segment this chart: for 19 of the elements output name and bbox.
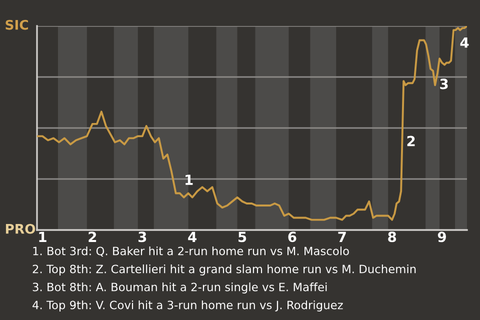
annotation: 1 — [186, 174, 193, 185]
x-tick-label: 2 — [88, 232, 96, 242]
x-tick-label: 9 — [438, 232, 446, 242]
text: SIC — [6, 20, 28, 30]
x-tick-label: 4 — [188, 232, 197, 242]
text: 1. Bot 3rd: Q. Baker hit a 2-run home run vs M. Mascolo — [33, 246, 349, 257]
x-tick-label: 3 — [138, 232, 146, 242]
text: 3. Bot 8th: A. Bouman hit a 2-run single vs E. Maffei — [32, 282, 327, 294]
annotation: 4 — [460, 37, 469, 48]
x-tick-label: 6 — [288, 232, 296, 242]
x-tick-label: 5 — [238, 232, 246, 242]
annotation: 3 — [440, 78, 448, 90]
text: 4. Top 9th: V. Covi hit a 3-run home run vs J. Rodriguez — [32, 300, 343, 312]
text: 2. Top 8th: Z. Cartellieri hit a grand slam home run vs M. Duchemin — [32, 264, 416, 276]
x-tick-label: 1 — [39, 232, 46, 242]
x-tick-label: 7 — [338, 232, 346, 242]
x-tick-label: 8 — [388, 232, 396, 242]
annotation: 2 — [407, 136, 415, 146]
text: PRO — [6, 224, 36, 234]
